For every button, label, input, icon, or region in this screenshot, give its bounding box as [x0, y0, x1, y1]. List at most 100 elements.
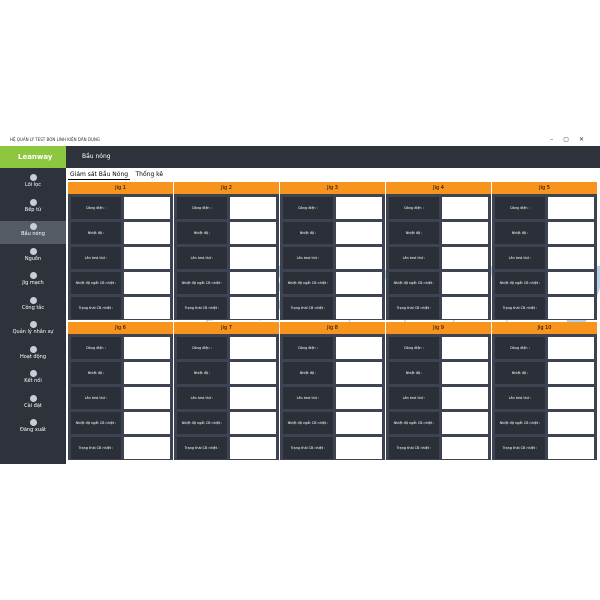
field-input[interactable] [442, 387, 488, 409]
field-input[interactable] [336, 197, 382, 219]
field-input[interactable] [336, 297, 382, 319]
sidebar-item[interactable]: Hoạt động [0, 344, 66, 367]
field-input[interactable] [230, 387, 276, 409]
field-input[interactable] [230, 272, 276, 294]
field-input[interactable] [336, 337, 382, 359]
field-input[interactable] [124, 247, 170, 269]
field-input[interactable] [124, 362, 170, 384]
field-input[interactable] [548, 272, 594, 294]
sidebar-item[interactable]: Bếp từ [0, 197, 66, 220]
field-input[interactable] [230, 362, 276, 384]
sidebar-item[interactable]: Cài đặt [0, 393, 66, 416]
field-label: Dòng điện : [177, 337, 227, 359]
field-input[interactable] [442, 297, 488, 319]
sidebar-item[interactable]: Kết nối [0, 368, 66, 391]
sidebar-item[interactable]: Lõi lọc [0, 172, 66, 195]
field-label: Nhiệt độ : [177, 222, 227, 244]
field-input[interactable] [442, 222, 488, 244]
icon [29, 272, 37, 279]
field-label: Lần test thứ : [177, 247, 227, 269]
field-input[interactable] [548, 247, 594, 269]
field-label: Dòng điện : [389, 197, 439, 219]
field-label: Nhiệt độ ngắt CB nhiệt : [177, 412, 227, 434]
field-input[interactable] [548, 297, 594, 319]
field-input[interactable] [442, 362, 488, 384]
field-label: Nhiệt độ : [71, 222, 121, 244]
field-label: Dòng điện : [71, 337, 121, 359]
field-input[interactable] [230, 337, 276, 359]
field-label: Nhiệt độ ngắt CB nhiệt : [71, 272, 121, 294]
field-label: Trạng thái CB nhiệt : [389, 297, 439, 319]
window-controls[interactable]: –▢✕ [550, 136, 594, 143]
field-input[interactable] [336, 387, 382, 409]
icon [29, 296, 37, 304]
field-label: Lần test thứ : [71, 387, 121, 409]
field-input[interactable] [548, 437, 594, 459]
sidebar-item[interactable]: Quản lý nhân sự [0, 319, 66, 342]
field-input[interactable] [124, 412, 170, 434]
field-label: Nhiệt độ ngắt CB nhiệt : [177, 272, 227, 294]
field-input[interactable] [124, 337, 170, 359]
field-label: Lần test thứ : [495, 387, 545, 409]
field-label: Dòng điện : [283, 197, 333, 219]
field-label: Dòng điện : [389, 337, 439, 359]
sidebar-item[interactable]: Bầu nóng [0, 221, 66, 244]
tab[interactable]: Thống kê [135, 171, 164, 178]
field-input[interactable] [442, 437, 488, 459]
sidebar-item[interactable]: Đăng xuất [0, 417, 66, 440]
sidebar-label: Lõi lọc [25, 182, 41, 188]
field-label: Dòng điện : [177, 197, 227, 219]
field-label: Nhiệt độ : [495, 222, 545, 244]
jig-header: Jig 8 [280, 322, 385, 334]
field-input[interactable] [548, 337, 594, 359]
field-input[interactable] [124, 387, 170, 409]
field-input[interactable] [124, 437, 170, 459]
field-input[interactable] [548, 412, 594, 434]
field-input[interactable] [336, 437, 382, 459]
field-input[interactable] [548, 222, 594, 244]
tab[interactable]: Giám sát Bầu Nóng [68, 171, 131, 180]
field-input[interactable] [336, 272, 382, 294]
field-input[interactable] [230, 412, 276, 434]
field-input[interactable] [442, 412, 488, 434]
sidebar-item[interactable]: Công tắc [0, 295, 66, 318]
field-input[interactable] [336, 247, 382, 269]
sidebar-label: Hoạt động [19, 353, 46, 360]
field-input[interactable] [124, 272, 170, 294]
field-label: Lần test thứ : [71, 247, 121, 269]
field-input[interactable] [548, 387, 594, 409]
field-input[interactable] [442, 247, 488, 269]
field-label: Trạng thái CB nhiệt : [495, 437, 545, 459]
field-label: Nhiệt độ ngắt CB nhiệt : [495, 272, 545, 294]
sidebar-label: Cài đặt [24, 402, 42, 409]
field-label: Nhiệt độ : [283, 362, 333, 384]
field-label: Lần test thứ : [283, 387, 333, 409]
field-input[interactable] [124, 222, 170, 244]
field-input[interactable] [442, 272, 488, 294]
field-input[interactable] [230, 437, 276, 459]
field-input[interactable] [442, 197, 488, 219]
sidebar-item[interactable]: Nguồn [0, 246, 66, 269]
field-input[interactable] [230, 247, 276, 269]
icon [29, 370, 37, 377]
field-input[interactable] [336, 222, 382, 244]
field-input[interactable] [336, 362, 382, 384]
field-input[interactable] [548, 197, 594, 219]
sidebar-label: Đăng xuất [19, 427, 47, 433]
field-input[interactable] [230, 297, 276, 319]
jig-header: Jig 9 [386, 322, 491, 334]
sidebar-item[interactable]: Jig mạch [0, 270, 66, 293]
sidebar-label: Bếp từ [24, 206, 42, 213]
field-input[interactable] [336, 412, 382, 434]
window-title: HỆ QUẢN LÝ TEST BÓN LINH KIỆN DÂN DỤNG [0, 134, 600, 146]
field-input[interactable] [548, 362, 594, 384]
icon [29, 321, 37, 328]
field-input[interactable] [124, 197, 170, 219]
field-label: Dòng điện : [495, 337, 545, 359]
jig-header: Jig 4 [386, 182, 491, 194]
field-input[interactable] [442, 337, 488, 359]
field-label: Trạng thái CB nhiệt : [495, 297, 545, 319]
field-input[interactable] [230, 197, 276, 219]
field-input[interactable] [230, 222, 276, 244]
field-input[interactable] [124, 297, 170, 319]
